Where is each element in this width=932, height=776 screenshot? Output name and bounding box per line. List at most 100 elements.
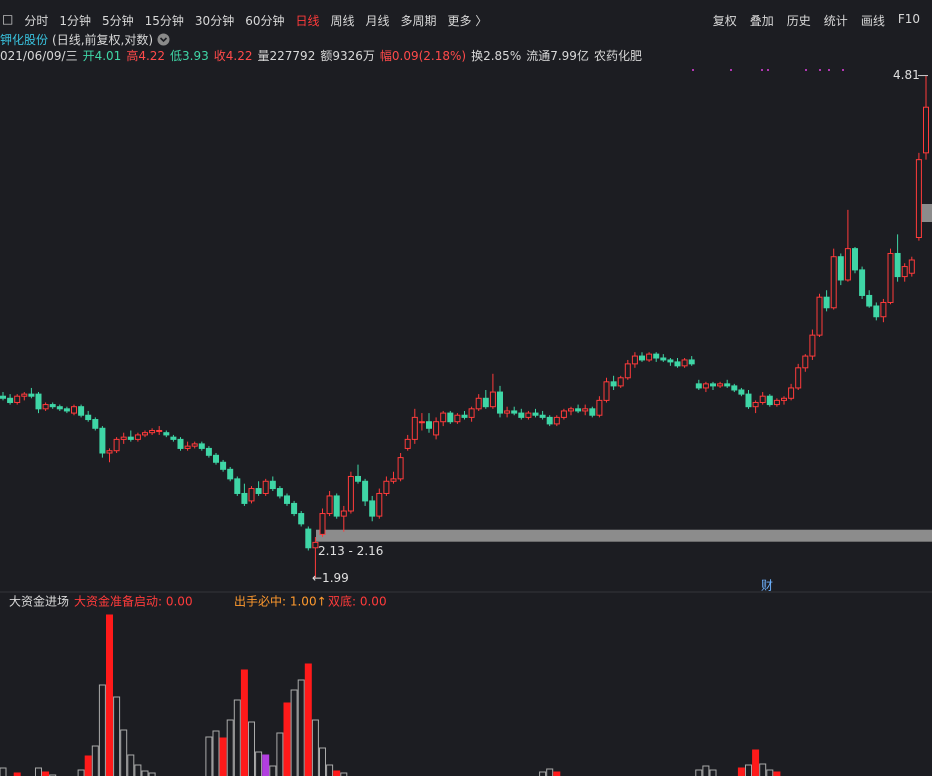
indicator-bar	[752, 749, 760, 776]
quote-field: 换2.85%	[471, 48, 522, 63]
tool-button[interactable]: 统计	[823, 13, 848, 28]
candle-body	[766, 395, 773, 406]
indicator-bar	[120, 729, 128, 776]
candle-body	[639, 355, 645, 361]
candle-body	[702, 383, 709, 389]
candle-body	[0, 395, 6, 399]
candle-body	[134, 434, 141, 440]
candle-body	[205, 447, 212, 456]
period-tab[interactable]: 15分钟	[144, 13, 184, 28]
period-tab[interactable]: 分时	[24, 13, 49, 28]
quote-field: 021/06/09/三	[0, 48, 78, 63]
period-tab[interactable]: 更多 〉	[447, 13, 488, 28]
candle-body	[213, 454, 219, 463]
candle-body	[489, 391, 496, 408]
indicator-bar	[35, 767, 42, 776]
period-tab[interactable]: 60分钟	[245, 13, 285, 28]
indicator-bar	[0, 767, 7, 776]
tool-button[interactable]: 画线	[860, 13, 885, 28]
indicator-bar	[546, 768, 554, 776]
signal-dot	[761, 69, 763, 71]
candle-body	[170, 436, 177, 440]
candle-body	[355, 475, 361, 482]
candle-body	[504, 410, 511, 414]
candle-body	[78, 406, 85, 416]
candle-body	[35, 393, 42, 410]
quote-field: 幅0.09(2.18%)	[379, 48, 467, 63]
candle-body	[369, 500, 376, 517]
candle-body	[440, 412, 447, 423]
event-label: 财	[761, 579, 773, 593]
indicator-value: 出手必中: 1.00↑	[234, 594, 327, 609]
candle-body	[667, 359, 674, 363]
candle-body	[227, 468, 234, 480]
candle-body	[887, 252, 894, 303]
period-tab[interactable]: □	[2, 11, 14, 26]
candle-body	[518, 412, 525, 418]
period-tab[interactable]: 多周期	[400, 13, 437, 28]
indicator-bar	[737, 767, 745, 776]
candle-body	[305, 528, 312, 549]
candle-body	[482, 397, 489, 408]
indicator-value: 大资金准备启动: 0.00	[74, 594, 193, 609]
candle-body	[674, 361, 681, 367]
period-tab[interactable]: 1分钟	[59, 13, 91, 28]
candle-body	[603, 381, 610, 401]
candle-body	[560, 410, 567, 418]
indicator-bar	[219, 737, 227, 776]
candle-body	[418, 421, 425, 424]
indicator-bar	[42, 771, 50, 776]
candle-body	[532, 412, 539, 416]
candle-body	[241, 492, 248, 504]
tool-button[interactable]: 复权	[712, 13, 737, 28]
indicator-bar	[240, 669, 248, 776]
candle-body	[21, 393, 28, 397]
candle-body	[234, 478, 241, 494]
indicator-bar	[283, 702, 291, 776]
period-tab[interactable]: 月线	[365, 13, 390, 28]
candle-body	[731, 385, 738, 391]
quote-field: 流通7.99亿	[526, 48, 589, 63]
tool-button[interactable]: F10	[897, 11, 920, 26]
title-row: 钾化股份 (日线,前复权,对数)	[0, 31, 170, 47]
candle-body	[468, 408, 475, 418]
indicator-bar	[205, 736, 213, 776]
candle-body	[92, 419, 99, 429]
period-tab[interactable]: 日线	[295, 13, 320, 28]
candle-body	[596, 399, 603, 416]
candle-body	[7, 397, 14, 403]
tool-buttons: 复权 叠加 历史 统计 画线 F10	[713, 12, 920, 29]
candle-body	[525, 412, 532, 418]
candle-body	[248, 488, 255, 502]
candle-body	[752, 401, 759, 408]
period-tab[interactable]: 周线	[330, 13, 355, 28]
candle-body	[859, 269, 866, 296]
period-tab[interactable]: 5分钟	[102, 13, 134, 28]
indicator-bar	[745, 764, 752, 776]
candle-body	[589, 408, 596, 416]
candle-body	[156, 429, 163, 432]
period-tab[interactable]: 30分钟	[194, 13, 235, 28]
tool-button[interactable]: 历史	[786, 13, 811, 28]
candle-body	[113, 438, 120, 452]
indicator-bar	[141, 770, 149, 776]
candle-body	[837, 256, 844, 281]
dropdown-icon[interactable]	[157, 33, 170, 46]
candle-body	[653, 353, 660, 359]
indicator-bar	[276, 732, 284, 776]
candle-body	[710, 383, 716, 387]
stock-name: 钾化股份	[0, 32, 49, 47]
tool-button[interactable]: 叠加	[749, 13, 774, 28]
indicator-bar	[226, 719, 234, 776]
indicator-bar	[84, 755, 92, 776]
quote-field: 收4.22	[213, 48, 253, 63]
candle-body	[383, 480, 390, 494]
candle-body	[866, 294, 873, 307]
candle-body	[759, 395, 766, 403]
indicator-title: 大资金进场	[9, 594, 69, 609]
candle-body	[745, 393, 752, 408]
candle-body	[610, 381, 617, 387]
indicator-bar	[539, 771, 547, 776]
candle-body	[298, 513, 305, 525]
